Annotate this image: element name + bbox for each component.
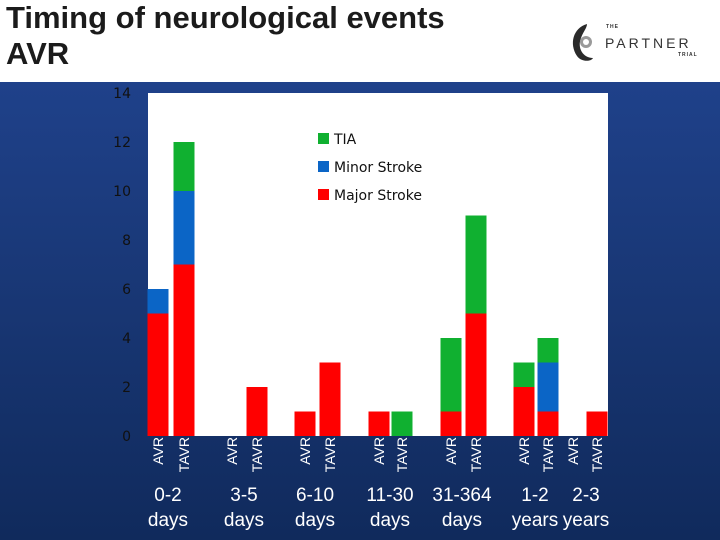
- legend-swatch: [318, 189, 329, 200]
- bar-segment: [440, 411, 462, 436]
- bar-segment: [537, 338, 559, 363]
- category-label-line2: days: [370, 510, 410, 531]
- bar-segment: [368, 411, 390, 436]
- logo-partner: PARTNER: [605, 35, 692, 51]
- legend-label: Major Stroke: [334, 188, 422, 204]
- y-axis: 0 2 4 6 8 10 12 14: [113, 86, 131, 445]
- partner-logo-mark-icon: [572, 24, 593, 61]
- bar-label: TAVR: [394, 437, 410, 472]
- category-label-line2: years: [563, 510, 609, 531]
- bar-label: TAVR: [249, 437, 265, 472]
- bar-label: AVR: [565, 437, 581, 465]
- category-label-line1: 2-3: [572, 485, 599, 506]
- legend-label: TIA: [333, 132, 357, 148]
- category-label-line1: 6-10: [296, 485, 334, 506]
- y-tick-label: 0: [122, 429, 131, 445]
- category-label-line2: days: [148, 510, 188, 531]
- bar-label: AVR: [297, 437, 313, 465]
- bar-segment: [537, 362, 559, 412]
- bars: [147, 142, 608, 436]
- bar-segment: [513, 362, 535, 387]
- bar-segment: [147, 313, 169, 436]
- category-label-line1: 31-364: [432, 485, 492, 506]
- legend: TIA Minor Stroke Major Stroke: [318, 132, 422, 204]
- logo-the: THE: [606, 24, 619, 30]
- bar-segment: [391, 411, 413, 436]
- y-tick-label: 2: [122, 380, 131, 396]
- y-tick-label: 4: [122, 331, 131, 347]
- bar-segment: [319, 362, 341, 436]
- bar-segment: [465, 215, 487, 314]
- bar-label: TAVR: [589, 437, 605, 472]
- bar-segment: [513, 387, 535, 436]
- bar-label: AVR: [443, 437, 459, 465]
- bar-segment: [537, 411, 559, 436]
- bar-label: TAVR: [540, 437, 556, 472]
- bar-segment: [246, 387, 268, 436]
- title-background: [0, 0, 720, 82]
- y-tick-label: 14: [113, 86, 131, 102]
- category-label-line1: 1-2: [521, 485, 548, 506]
- category-label-line2: days: [295, 510, 335, 531]
- bar-segment: [173, 142, 195, 191]
- category-label-line1: 0-2: [154, 485, 181, 506]
- bar-label: AVR: [150, 437, 166, 465]
- partner-trial-logo: THE PARTNER TRIAL: [565, 18, 705, 68]
- category-label-line2: days: [224, 510, 264, 531]
- bar-label: TAVR: [176, 437, 192, 472]
- category-label-line2: days: [442, 510, 482, 531]
- y-tick-label: 6: [122, 282, 131, 298]
- bar-label: TAVR: [322, 437, 338, 472]
- category-label-line1: 3-5: [230, 485, 257, 506]
- bar-label: AVR: [516, 437, 532, 465]
- legend-swatch: [318, 161, 329, 172]
- y-tick-label: 12: [113, 135, 131, 151]
- bar-segment: [440, 338, 462, 412]
- bar-label: TAVR: [468, 437, 484, 472]
- logo-trial: TRIAL: [678, 52, 698, 58]
- legend-label: Minor Stroke: [334, 160, 422, 176]
- bar-segment: [173, 264, 195, 436]
- category-labels: 0-2 days 3-5 days 6-10 days 11-30 days 31-364 day…: [148, 485, 609, 531]
- bar-segment: [173, 191, 195, 265]
- slide-title-line1: Timing of neurological events: [6, 0, 445, 35]
- category-label-line2: years: [512, 510, 558, 531]
- bar-label: AVR: [224, 437, 240, 465]
- bar-label: AVR: [371, 437, 387, 465]
- bar-labels: AVR TAVR AVR TAVR AVR TAVR AVR TAVR AVR TAVR AVR TA…: [150, 437, 605, 472]
- slide-title: Timing of neurological events AVR: [6, 0, 546, 72]
- bar-segment: [294, 411, 316, 436]
- bar-segment: [147, 289, 169, 314]
- bar-segment: [465, 313, 487, 436]
- legend-swatch: [318, 133, 329, 144]
- bar-segment: [586, 411, 608, 436]
- slide-title-line2: AVR: [6, 36, 70, 71]
- y-tick-label: 8: [122, 233, 131, 249]
- category-label-line1: 11-30: [366, 485, 413, 506]
- y-tick-label: 10: [113, 184, 131, 200]
